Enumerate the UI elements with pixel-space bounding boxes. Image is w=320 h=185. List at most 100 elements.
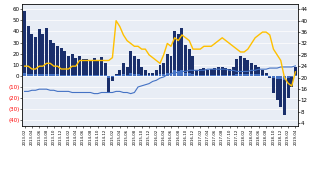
Bar: [177, 34, 180, 76]
Bar: [27, 74, 30, 76]
Bar: [151, 75, 154, 76]
Bar: [232, 67, 235, 76]
Bar: [162, 63, 165, 76]
Bar: [85, 59, 88, 76]
Bar: [63, 75, 66, 76]
Bar: [217, 67, 220, 76]
Bar: [239, 74, 242, 76]
Bar: [38, 29, 41, 76]
Bar: [250, 63, 253, 76]
Bar: [63, 51, 66, 76]
Bar: [203, 68, 205, 76]
Bar: [96, 60, 99, 76]
Bar: [107, 76, 110, 78]
Bar: [137, 59, 140, 76]
Bar: [78, 56, 81, 76]
Bar: [188, 73, 191, 76]
Bar: [203, 75, 205, 76]
Bar: [206, 75, 209, 76]
Bar: [45, 28, 48, 76]
Bar: [140, 75, 143, 76]
Bar: [85, 75, 88, 76]
Bar: [239, 56, 242, 76]
Bar: [93, 58, 96, 76]
Bar: [210, 75, 213, 76]
Bar: [111, 76, 114, 81]
Bar: [111, 76, 114, 77]
Bar: [126, 67, 129, 76]
Bar: [221, 67, 224, 76]
Bar: [254, 65, 257, 76]
Bar: [261, 75, 264, 76]
Bar: [290, 76, 293, 77]
Bar: [100, 75, 103, 76]
Bar: [122, 63, 125, 76]
Bar: [133, 74, 136, 76]
Bar: [107, 76, 110, 92]
Bar: [166, 73, 169, 76]
Bar: [294, 67, 297, 76]
Bar: [49, 40, 52, 76]
Bar: [151, 73, 154, 76]
Bar: [82, 59, 84, 76]
Bar: [52, 74, 55, 76]
Bar: [118, 70, 121, 76]
Bar: [162, 74, 165, 76]
Bar: [276, 76, 279, 100]
Bar: [276, 76, 279, 79]
Bar: [137, 74, 140, 76]
Bar: [148, 75, 150, 76]
Bar: [261, 70, 264, 76]
Bar: [49, 74, 52, 76]
Bar: [184, 73, 187, 76]
Bar: [104, 75, 107, 76]
Bar: [184, 45, 187, 76]
Bar: [45, 74, 48, 76]
Bar: [195, 70, 198, 76]
Bar: [115, 75, 117, 76]
Bar: [191, 56, 195, 76]
Bar: [180, 70, 183, 76]
Bar: [257, 74, 260, 76]
Bar: [158, 65, 162, 76]
Bar: [228, 75, 231, 76]
Bar: [290, 76, 293, 87]
Bar: [67, 75, 70, 76]
Bar: [283, 76, 286, 80]
Bar: [96, 75, 99, 76]
Bar: [60, 48, 63, 76]
Bar: [221, 75, 224, 76]
Bar: [34, 37, 37, 76]
Bar: [180, 28, 183, 76]
Bar: [283, 76, 286, 115]
Bar: [268, 76, 271, 77]
Bar: [23, 73, 26, 76]
Bar: [30, 74, 33, 76]
Bar: [232, 75, 235, 76]
Bar: [89, 60, 92, 76]
Bar: [133, 56, 136, 76]
Bar: [115, 74, 117, 76]
Bar: [228, 69, 231, 76]
Bar: [170, 56, 172, 76]
Bar: [122, 74, 125, 76]
Bar: [56, 74, 59, 76]
Bar: [118, 75, 121, 76]
Bar: [224, 75, 227, 76]
Bar: [250, 74, 253, 76]
Bar: [257, 67, 260, 76]
Bar: [67, 56, 70, 76]
Bar: [272, 76, 275, 78]
Bar: [78, 75, 81, 76]
Bar: [74, 75, 77, 76]
Bar: [265, 73, 268, 76]
Bar: [144, 70, 147, 76]
Bar: [243, 58, 246, 76]
Bar: [265, 75, 268, 76]
Bar: [71, 75, 74, 76]
Bar: [129, 73, 132, 76]
Bar: [41, 74, 44, 76]
Bar: [30, 34, 33, 76]
Bar: [213, 68, 216, 76]
Bar: [287, 76, 290, 78]
